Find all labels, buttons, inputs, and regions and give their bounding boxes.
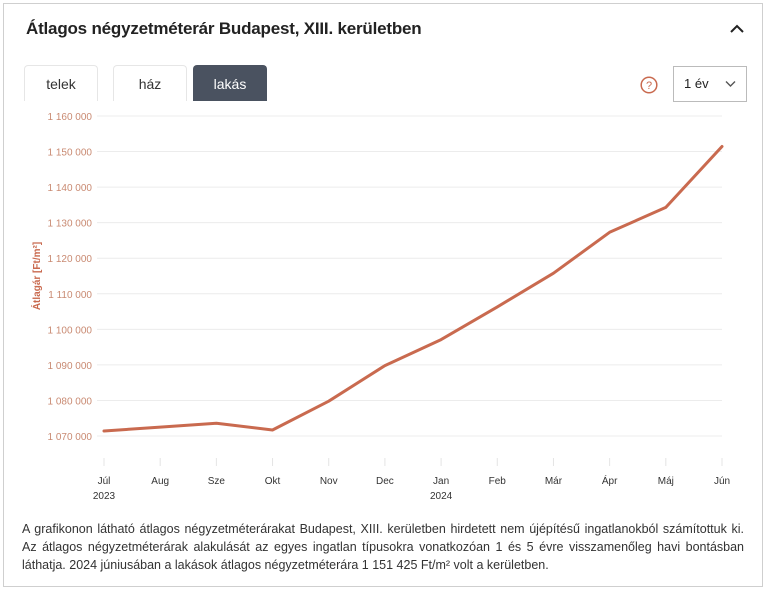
help-icon[interactable]: ? xyxy=(640,76,658,94)
y-tick-label: 1 080 000 xyxy=(48,396,93,407)
svg-text:?: ? xyxy=(646,80,652,92)
line-chart: 1 070 000 1 080 000 1 090 000 1 100 000 1 11… xyxy=(30,112,730,502)
y-tick-label: 1 150 000 xyxy=(48,148,93,159)
y-tick-label: 1 140 000 xyxy=(48,183,93,194)
y-tick-label: 1 070 000 xyxy=(48,432,93,443)
y-tick-label: 1 130 000 xyxy=(48,219,93,230)
y-tick-label: 1 100 000 xyxy=(48,325,93,336)
x-year-label: 2023 xyxy=(93,491,116,502)
card-title: Átlagos négyzetméterár Budapest, XIII. k… xyxy=(26,19,422,38)
x-tick-label: Jún xyxy=(714,476,730,487)
period-select-value: 1 év xyxy=(684,76,709,91)
x-tick-label: Nov xyxy=(320,476,338,487)
collapse-chevron-icon[interactable] xyxy=(726,18,748,40)
chart-description: A grafikonon látható átlagos négyzetméte… xyxy=(22,522,744,572)
y-tick-label: 1 090 000 xyxy=(48,361,93,372)
tab-telek[interactable]: telek xyxy=(24,65,98,101)
x-tick-label: Jan xyxy=(433,476,449,487)
x-tick-label: Már xyxy=(545,476,563,487)
price-chart-card: Átlagos négyzetméterár Budapest, XIII. k… xyxy=(3,3,763,587)
x-tick-label: Máj xyxy=(658,476,674,487)
period-select[interactable]: 1 év xyxy=(673,66,747,102)
chevron-down-icon xyxy=(725,81,736,87)
x-tick-label: Okt xyxy=(265,476,281,487)
x-tick-label: Dec xyxy=(376,476,394,487)
x-tick-label: Sze xyxy=(208,476,226,487)
tab-haz[interactable]: ház xyxy=(113,65,187,101)
y-tick-label: 1 120 000 xyxy=(48,254,93,265)
x-tick-label: Aug xyxy=(151,476,169,487)
series-line-lakás xyxy=(102,145,724,433)
x-tick-label: Feb xyxy=(489,476,507,487)
x-tick-label: Júl xyxy=(98,476,111,487)
x-year-label: 2024 xyxy=(430,491,453,502)
tab-lakas[interactable]: lakás xyxy=(193,65,267,101)
y-tick-label: 1 110 000 xyxy=(48,290,92,301)
y-tick-label: 1 160 000 xyxy=(48,112,93,123)
y-axis-title: Átlagár [Ft/m²] xyxy=(30,242,43,310)
x-tick-label: Ápr xyxy=(602,474,618,487)
